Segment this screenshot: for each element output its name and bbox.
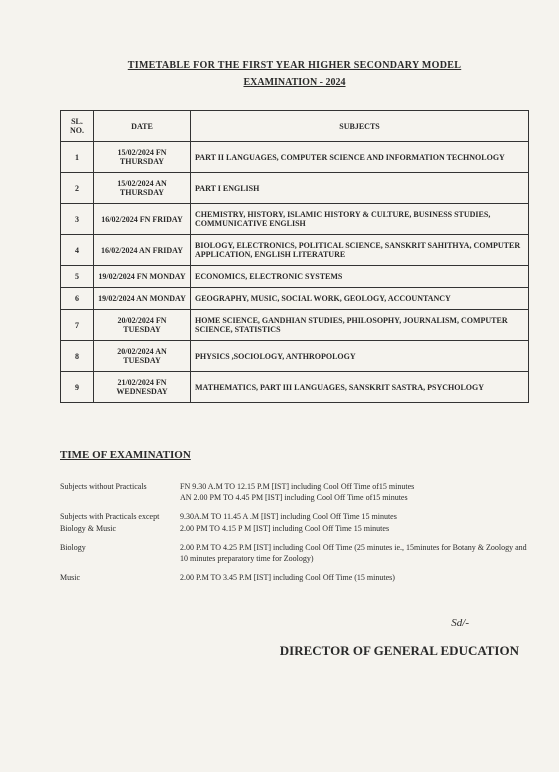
cell-sl: 7	[61, 310, 94, 341]
table-row: 316/02/2024 FN FRIDAYCHEMISTRY, HISTORY,…	[61, 204, 529, 235]
table-row: 115/02/2024 FN THURSDAYPART II LANGUAGES…	[61, 142, 529, 173]
page-title-line1: TIMETABLE FOR THE FIRST YEAR HIGHER SECO…	[60, 60, 529, 71]
timings-block: Subjects without PracticalsFN 9.30 A.M T…	[60, 481, 529, 583]
cell-subjects: MATHEMATICS, PART III LANGUAGES, SANSKRI…	[191, 372, 529, 403]
timing-row: Biology2.00 P.M TO 4.25 P.M [IST] includ…	[60, 542, 529, 564]
timing-value: 2.00 P.M TO 4.25 P.M [IST] including Coo…	[180, 542, 529, 564]
table-row: 619/02/2024 AN MONDAYGEOGRAPHY, MUSIC, S…	[61, 288, 529, 310]
cell-subjects: PHYSICS ,SOCIOLOGY, ANTHROPOLOGY	[191, 341, 529, 372]
cell-sl: 6	[61, 288, 94, 310]
cell-date: 19/02/2024 AN MONDAY	[94, 288, 191, 310]
table-row: 921/02/2024 FN WEDNESDAYMATHEMATICS, PAR…	[61, 372, 529, 403]
cell-subjects: HOME SCIENCE, GANDHIAN STUDIES, PHILOSOP…	[191, 310, 529, 341]
timing-row: Subjects without PracticalsFN 9.30 A.M T…	[60, 481, 529, 503]
director-title: DIRECTOR OF GENERAL EDUCATION	[60, 643, 529, 659]
table-row: 820/02/2024 AN TUESDAYPHYSICS ,SOCIOLOGY…	[61, 341, 529, 372]
table-header-row: SL. NO. DATE SUBJECTS	[61, 111, 529, 142]
signature: Sd/-	[60, 617, 529, 629]
cell-date: 21/02/2024 FN WEDNESDAY	[94, 372, 191, 403]
cell-date: 15/02/2024 AN THURSDAY	[94, 173, 191, 204]
timetable: SL. NO. DATE SUBJECTS 115/02/2024 FN THU…	[60, 110, 529, 403]
timing-row: Subjects with Practicals except Biology …	[60, 511, 529, 533]
table-row: 215/02/2024 AN THURSDAYPART I ENGLISH	[61, 173, 529, 204]
cell-date: 15/02/2024 FN THURSDAY	[94, 142, 191, 173]
cell-date: 20/02/2024 FN TUESDAY	[94, 310, 191, 341]
timing-value: 9.30A.M TO 11.45 A .M [IST] including Co…	[180, 511, 529, 533]
document-page: TIMETABLE FOR THE FIRST YEAR HIGHER SECO…	[0, 0, 559, 679]
table-row: 519/02/2024 FN MONDAYECONOMICS, ELECTRON…	[61, 266, 529, 288]
cell-subjects: ECONOMICS, ELECTRONIC SYSTEMS	[191, 266, 529, 288]
timing-label: Subjects with Practicals except Biology …	[60, 511, 180, 533]
cell-date: 16/02/2024 FN FRIDAY	[94, 204, 191, 235]
timing-label: Biology	[60, 542, 180, 564]
table-row: 416/02/2024 AN FRIDAYBIOLOGY, ELECTRONIC…	[61, 235, 529, 266]
cell-subjects: PART II LANGUAGES, COMPUTER SCIENCE AND …	[191, 142, 529, 173]
time-of-examination-heading: TIME OF EXAMINATION	[60, 449, 529, 461]
cell-subjects: GEOGRAPHY, MUSIC, SOCIAL WORK, GEOLOGY, …	[191, 288, 529, 310]
cell-sl: 3	[61, 204, 94, 235]
timing-value: 2.00 P.M TO 3.45 P.M [IST] including Coo…	[180, 572, 529, 583]
cell-subjects: PART I ENGLISH	[191, 173, 529, 204]
table-row: 720/02/2024 FN TUESDAYHOME SCIENCE, GAND…	[61, 310, 529, 341]
cell-subjects: CHEMISTRY, HISTORY, ISLAMIC HISTORY & CU…	[191, 204, 529, 235]
cell-sl: 2	[61, 173, 94, 204]
page-title-line2: EXAMINATION - 2024	[60, 77, 529, 88]
cell-date: 19/02/2024 FN MONDAY	[94, 266, 191, 288]
cell-date: 20/02/2024 AN TUESDAY	[94, 341, 191, 372]
cell-subjects: BIOLOGY, ELECTRONICS, POLITICAL SCIENCE,…	[191, 235, 529, 266]
timing-row: Music2.00 P.M TO 3.45 P.M [IST] includin…	[60, 572, 529, 583]
header-subjects: SUBJECTS	[191, 111, 529, 142]
header-date: DATE	[94, 111, 191, 142]
timing-label: Subjects without Practicals	[60, 481, 180, 503]
cell-sl: 5	[61, 266, 94, 288]
timing-value: FN 9.30 A.M TO 12.15 P.M [IST] including…	[180, 481, 529, 503]
header-sl: SL. NO.	[61, 111, 94, 142]
timing-label: Music	[60, 572, 180, 583]
cell-sl: 8	[61, 341, 94, 372]
cell-sl: 9	[61, 372, 94, 403]
cell-sl: 1	[61, 142, 94, 173]
cell-date: 16/02/2024 AN FRIDAY	[94, 235, 191, 266]
cell-sl: 4	[61, 235, 94, 266]
